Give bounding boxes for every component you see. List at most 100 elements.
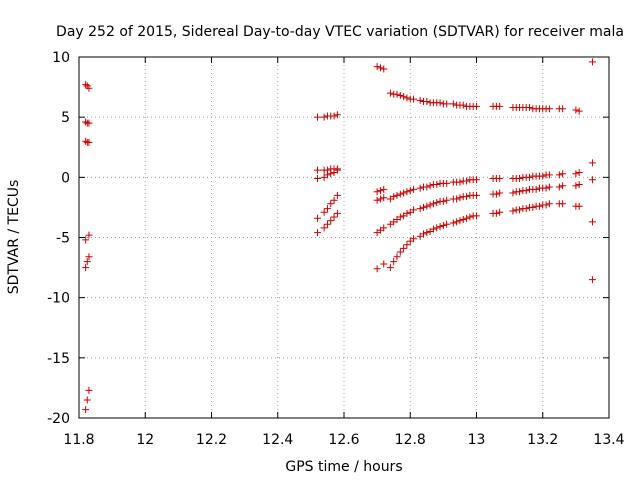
data-point [423,202,431,210]
data-point [545,105,553,113]
data-point [436,99,444,107]
data-point [386,264,394,272]
y-tick-label: 0 [61,170,70,186]
data-point [323,171,331,179]
y-tick-label: 10 [52,50,70,66]
data-point [327,200,335,208]
data-point [314,113,321,121]
data-point [406,187,414,195]
data-point [403,94,411,102]
data-point [333,191,341,199]
data-point [545,183,553,191]
data-point [314,175,321,183]
x-tick-label: 13 [468,432,486,448]
data-point [459,101,467,109]
data-point [426,201,434,209]
data-point [526,104,533,112]
data-point [416,205,424,213]
data-point [327,170,335,178]
data-point [423,229,431,237]
x-tick-label: 12.6 [328,432,359,448]
data-point [466,213,474,221]
data-point [85,253,93,261]
data-point [492,190,500,198]
data-point [314,229,321,237]
data-point [496,208,504,216]
series-sat-a [82,81,341,121]
data-point [85,84,93,92]
data-point [588,176,596,184]
data-point [83,396,91,404]
data-point [373,188,381,196]
data-point [386,89,394,97]
data-point [82,406,90,414]
x-axis-ticks: 11.8 12 12.2 12.4 12.6 12.8 13 13.2 13.4 [63,57,625,448]
y-tick-label: -10 [47,291,70,307]
data-point [423,183,431,191]
data-points [82,58,596,414]
data-point [320,208,328,216]
data-point [314,214,321,222]
data-point [380,260,388,268]
y-axis-ticks: -20 -15 -10 -5 0 5 10 [47,50,609,427]
y-tick-label: -5 [56,231,70,247]
data-point [320,113,328,121]
data-point [459,215,467,223]
data-point [559,170,567,178]
data-point [376,195,384,203]
data-point [333,166,341,174]
series-sat-d [82,191,341,244]
data-point [539,172,547,180]
data-point [575,202,583,210]
data-point [433,224,441,232]
data-point [545,200,553,208]
data-point [496,102,504,110]
x-tick-label: 13.2 [527,432,558,448]
series-sat-h [489,58,596,115]
x-tick-label: 12 [136,432,154,448]
data-point [82,264,90,272]
data-point [82,81,90,89]
data-point [416,96,424,104]
data-point [453,218,461,226]
data-point [456,178,464,186]
data-point [330,112,338,120]
data-point [85,138,93,146]
data-point [396,213,404,221]
data-point [403,188,411,196]
data-point [575,181,583,189]
series-sat-c [82,137,341,183]
data-point [532,185,540,193]
x-axis-label: GPS time / hours [285,459,402,475]
data-point [376,64,384,72]
data-point [426,182,434,190]
data-point [509,189,517,197]
data-point [410,235,418,243]
data-point [456,217,464,225]
data-point [403,241,411,249]
x-tick-label: 13.4 [593,432,624,448]
data-point [380,224,388,232]
data-point [410,95,418,103]
data-point [439,197,447,205]
data-point [82,137,90,145]
data-point [396,248,404,256]
data-point [83,258,91,266]
data-point [373,265,381,273]
data-point [492,209,500,217]
series-sat-j [373,176,596,228]
data-point [410,206,418,214]
data-point [588,58,596,66]
series-sat-b [82,118,341,174]
series-sat-f [82,386,93,414]
data-point [380,194,388,202]
data-point [545,171,553,179]
data-point [588,159,596,167]
data-point [542,201,550,209]
data-point [542,184,550,192]
data-point [575,169,583,177]
data-point [443,100,451,108]
data-point [323,205,331,213]
data-point [429,200,437,208]
data-point [320,224,328,232]
